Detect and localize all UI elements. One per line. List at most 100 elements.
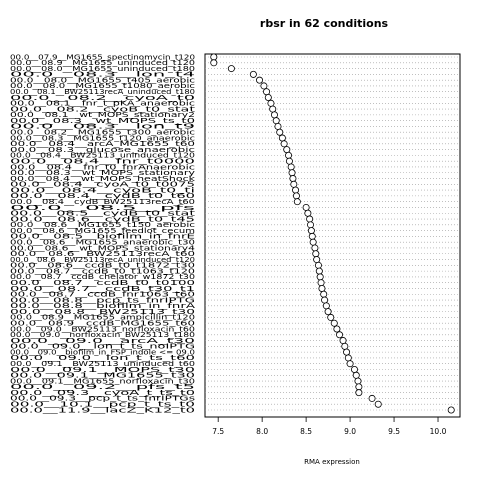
data-points xyxy=(210,53,455,414)
data-point xyxy=(292,192,300,200)
data-point xyxy=(346,360,354,368)
condition-label: 00.0__08.9__ccdB_MG1655_t60 xyxy=(10,319,195,327)
condition-label: 00.0__08.8__biofilm_in_fnrA xyxy=(10,302,196,310)
x-axis: 7.5 8.0 8.5 9.0 9.5 10.0 xyxy=(212,417,447,436)
data-point xyxy=(269,105,277,113)
data-point xyxy=(280,140,288,148)
condition-label: 00.0__09.3__cyoA_t_ts_t0 xyxy=(10,389,195,397)
data-point xyxy=(263,88,271,96)
condition-label: 00.0__08.2__cyoB_t0_stat xyxy=(10,105,196,113)
condition-label: 00.0__08.0__MG1655_uninduced_t180 xyxy=(10,65,195,73)
x-tick-label: 10.0 xyxy=(430,427,447,436)
condition-label: 00.0__08.6__BW25113recA_uninduced_t120 xyxy=(10,256,195,264)
data-point xyxy=(350,365,358,373)
condition-label: 00.0__09.0__lon_t_ts_t60 xyxy=(10,354,195,362)
data-point xyxy=(249,70,257,78)
data-point xyxy=(292,186,300,194)
condition-label: 00.0__08.6__wt_MOPS_stationary4 xyxy=(10,244,195,252)
data-point xyxy=(368,394,376,402)
chart-title: rbsr in 62 conditions xyxy=(260,17,389,30)
x-tick-label: 8.5 xyxy=(300,427,312,436)
data-point xyxy=(290,180,298,188)
data-point xyxy=(270,111,278,119)
condition-label: 00.0__08.4__cydB_BW25113recA_t60 xyxy=(10,198,195,206)
data-point xyxy=(321,296,329,304)
x-tick-label: 7.5 xyxy=(212,427,224,436)
condition-label: 00.0__08.7__ccdB_chelator_w1872_t30 xyxy=(10,273,195,281)
condition-label: 00.0__08.6__cydB_t0_t45 xyxy=(10,215,195,223)
condition-label: 00.0__08.3__lon_t4 xyxy=(10,71,195,79)
data-point xyxy=(330,319,338,327)
condition-label: 00.0__09.1__BW25113_uninduced_t60 xyxy=(10,360,195,368)
condition-label: 00.0__08.7__ccdB_t0_t0100 xyxy=(10,279,195,287)
condition-label: 00.0__08.1__BW25113recA_uninduced_t180 xyxy=(10,88,195,96)
data-point xyxy=(283,146,291,154)
data-point xyxy=(256,76,264,84)
data-point xyxy=(227,65,235,73)
condition-label: 00.0__08.7__ccdB_t0_t1063_t120 xyxy=(10,267,195,275)
data-point xyxy=(287,163,295,171)
condition-label: 00.0__08.8__pcp_ts_fnrIPTG xyxy=(10,296,195,304)
condition-label: 00.0__08.5__pfs xyxy=(10,204,197,212)
condition-label: 00.0__08.0__MG1655_t1080_aerobic xyxy=(10,82,196,90)
condition-label: 00.0__08.2__cyoA_t0 xyxy=(10,94,195,102)
data-point xyxy=(307,221,315,229)
data-point xyxy=(355,383,363,391)
condition-label: 00.0__09.0__BW25113_norfloxacin_t60 xyxy=(10,325,195,333)
condition-label: 00.0__10.1__pcp_t_ts_t0 xyxy=(10,401,195,409)
data-point xyxy=(276,128,284,136)
condition-label: 00.0__09.2__pfs_t5 xyxy=(10,383,195,391)
data-point xyxy=(272,117,280,125)
data-point xyxy=(309,238,317,246)
condition-label: 00.0__08.4__fnr_t0_fnrAnaerobic xyxy=(10,163,196,171)
data-point xyxy=(341,342,349,350)
data-point xyxy=(352,371,360,379)
data-point xyxy=(293,198,301,206)
data-point xyxy=(288,169,296,177)
condition-label: 00.0__08.5__biofilm_in_fnrE xyxy=(10,233,195,241)
data-point xyxy=(278,134,286,142)
condition-label: 00.0__08.3__MG1655_t120_anaerobic xyxy=(10,134,196,142)
data-point xyxy=(374,400,382,408)
condition-label: 00.0__08.1__fnr_t_pKA_anaerobic xyxy=(10,100,196,108)
data-point xyxy=(289,175,297,183)
data-point xyxy=(320,290,328,298)
condition-label: 00.0__11.9__lacZ_K12_t0 xyxy=(10,406,195,414)
data-point xyxy=(210,53,218,61)
data-point xyxy=(318,284,326,292)
condition-label: 00.0__08.4__arcA_MG1655_t60 xyxy=(10,140,195,148)
x-tick-label: 9.5 xyxy=(388,427,400,436)
condition-label: 00.0__08.7__ccdB_t30_t1 xyxy=(10,285,195,293)
condition-label: 00.0__08.4__cyoB_t0_ti xyxy=(10,186,195,194)
condition-label: 00.0__09.0__biofilm_in_FSP_indole <= 09.… xyxy=(10,348,195,356)
condition-label: 00.0__09.0__norfloxacin_BW25113_t180 xyxy=(10,331,195,339)
condition-label: 00.0__08.4__wt_MOPS_heatShock xyxy=(10,175,195,183)
data-point xyxy=(355,389,363,397)
data-point xyxy=(307,227,315,235)
data-point xyxy=(354,377,362,385)
condition-label: 00.0__08.4__cyoA_t0_t0075 xyxy=(10,181,195,189)
condition-label: 00.0__09.0__arcA_t30 xyxy=(10,337,195,345)
condition-label: 00.0__08.4__BW25113_uninduced_t120 xyxy=(10,152,195,160)
x-tick-label: 9.0 xyxy=(344,427,356,436)
data-point xyxy=(322,302,330,310)
plot-area xyxy=(204,53,461,418)
data-point xyxy=(339,337,347,345)
condition-label: 00.0__08.4__cydB_t0_t60 xyxy=(10,192,195,200)
data-point xyxy=(312,250,320,258)
condition-label: 00.0__08.8__BW25113_t30 xyxy=(10,308,195,316)
condition-label: 00.0__08.9__MG1655_uninduced_t120 xyxy=(10,59,195,67)
data-point xyxy=(343,348,351,356)
condition-label: 00.0__08.6__ccdB_t0_t1872_t30 xyxy=(10,262,195,270)
condition-label: 00.0__07.9__MG1655_spectinomycin_t120 xyxy=(10,53,195,61)
condition-label: 00.0__08.6__MG1655_anaerobic_t30 xyxy=(10,238,195,246)
data-point xyxy=(324,308,332,316)
condition-label: 00.0__09.3__pcp_t_ts_fnrIPTGs xyxy=(10,395,196,403)
grid-lines xyxy=(205,56,460,411)
condition-label: 00.0__08.6__BW25113recA_t60 xyxy=(10,250,195,258)
data-point xyxy=(308,232,316,240)
condition-label: 00.0__08.4__fnr_t0000 xyxy=(10,157,195,165)
condition-label: 00.0__08.7__ccdB_fnr1063_t60 xyxy=(10,291,195,299)
data-point xyxy=(306,215,314,223)
